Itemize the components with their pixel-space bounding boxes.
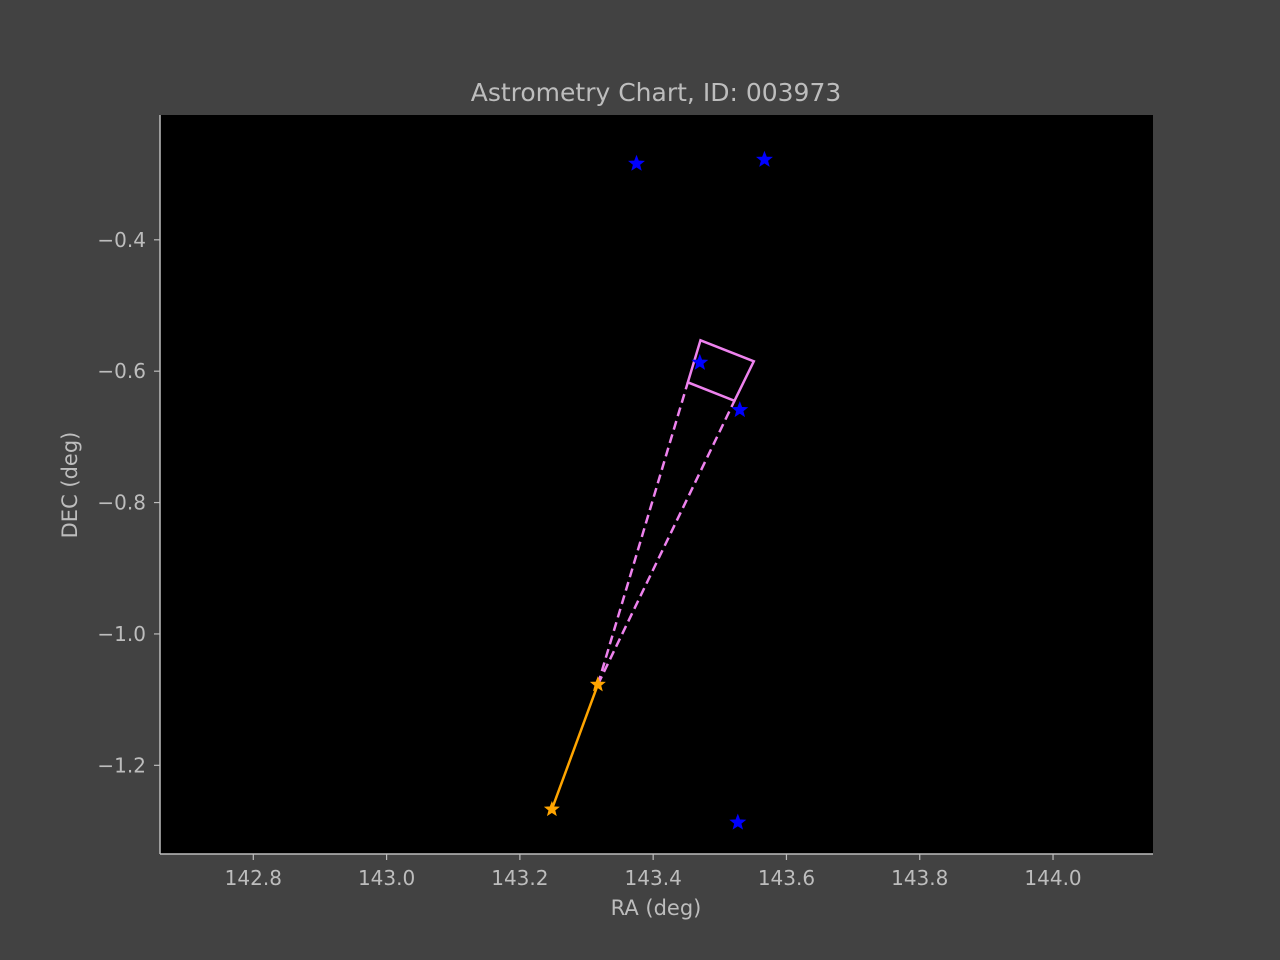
y-tick-label: −0.6 xyxy=(97,359,146,383)
trajectory-point xyxy=(589,676,606,692)
chart-title: Astrometry Chart, ID: 003973 xyxy=(471,78,842,107)
y-tick-label: −0.4 xyxy=(97,228,146,252)
x-axis-label: RA (deg) xyxy=(611,896,702,920)
y-tick-label: −1.2 xyxy=(97,753,146,777)
chart-marks xyxy=(543,150,773,830)
x-tick-label: 143.8 xyxy=(891,866,948,890)
y-tick-label: −1.0 xyxy=(97,622,146,646)
y-tick-label: −0.8 xyxy=(97,491,146,515)
field-of-view-ray xyxy=(596,400,736,686)
star-point xyxy=(756,150,773,167)
star-point xyxy=(729,813,747,830)
x-tick-label: 143.4 xyxy=(625,866,682,890)
x-tick-label: 143.6 xyxy=(758,866,815,890)
y-axis-label: DEC (deg) xyxy=(58,432,82,539)
trajectory-line xyxy=(550,684,600,810)
x-tick-label: 143.0 xyxy=(358,866,415,890)
star-point xyxy=(691,353,709,370)
plot-area xyxy=(160,115,1153,854)
x-tick-label: 144.0 xyxy=(1024,866,1081,890)
star-point xyxy=(731,401,749,418)
x-tick-label: 142.8 xyxy=(225,866,282,890)
trajectory-point xyxy=(543,800,560,817)
field-of-view-ray xyxy=(596,381,690,685)
x-axis-ticks: 142.8 143.0 143.2 143.4 143.6 143.8 144.0 xyxy=(225,854,1082,890)
x-tick-label: 143.2 xyxy=(491,866,548,890)
star-point xyxy=(628,154,645,171)
y-axis-ticks: −0.4 −0.6 −0.8 −1.0 −1.2 xyxy=(97,228,160,777)
